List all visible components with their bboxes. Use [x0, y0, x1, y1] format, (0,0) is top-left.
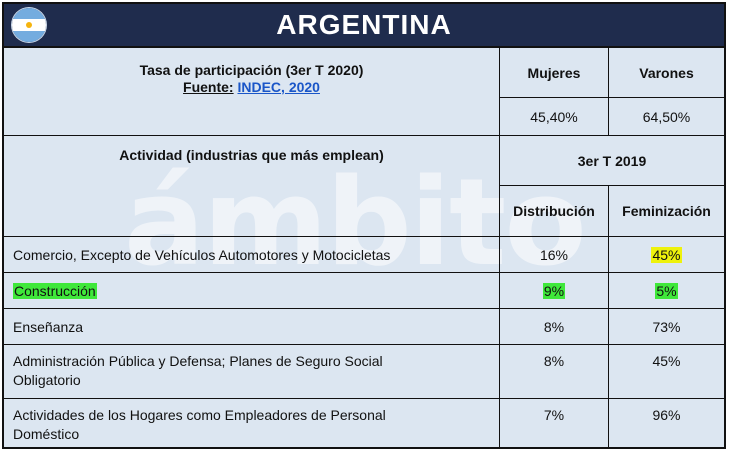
table-row-distribution: 16% — [500, 237, 609, 273]
table-row-feminization: 5% — [609, 273, 724, 309]
table-row-activity: Enseñanza — [4, 309, 500, 345]
col-header-distribution: Distribución — [500, 186, 609, 237]
table-row-distribution: 7% — [500, 399, 609, 447]
data-table: ARGENTINA ámbito Tasa de participación (… — [2, 2, 726, 449]
period-header: 3er T 2019 — [500, 136, 724, 186]
highlighted-value: 9% — [542, 282, 566, 299]
table-row-activity: Actividades de los Hogares como Empleado… — [4, 399, 500, 447]
source-line: Fuente: INDEC, 2020 — [183, 79, 320, 95]
page-title: ARGENTINA — [276, 9, 452, 40]
highlighted-value: 45% — [651, 246, 682, 263]
activity-heading: Actividad (industrias que más emplean) — [4, 136, 500, 237]
source-link[interactable]: INDEC, 2020 — [237, 79, 320, 95]
women-rate: 45,40% — [500, 98, 609, 136]
table-row-activity: Comercio, Excepto de Vehículos Automotor… — [4, 237, 500, 273]
title-bar: ARGENTINA — [4, 4, 724, 48]
col-header-men: Varones — [609, 48, 724, 98]
highlighted-value: 5% — [655, 282, 678, 299]
source-label: Fuente: — [183, 79, 234, 95]
table-row-distribution: 9% — [500, 273, 609, 309]
argentina-flag-icon — [12, 8, 46, 42]
table-row-feminization: 96% — [652, 407, 681, 423]
table-row-activity: Construcción — [4, 273, 500, 309]
participation-heading: Tasa de participación (3er T 2020) — [139, 62, 364, 78]
table-row-distribution: 8% — [500, 345, 609, 399]
table-row-feminization: 73% — [609, 309, 724, 345]
participation-heading-cell: Tasa de participación (3er T 2020) Fuent… — [4, 48, 500, 136]
table-row-activity: Administración Pública y Defensa; Planes… — [4, 345, 500, 399]
men-rate: 64,50% — [609, 98, 724, 136]
col-header-women: Mujeres — [500, 48, 609, 98]
table-row-distribution: 8% — [500, 309, 609, 345]
col-header-feminization: Feminización — [609, 186, 724, 237]
table-row-feminization: 45% — [609, 345, 724, 399]
table-row-feminization: 45% — [609, 237, 724, 273]
highlighted-value: Construcción — [13, 282, 97, 299]
